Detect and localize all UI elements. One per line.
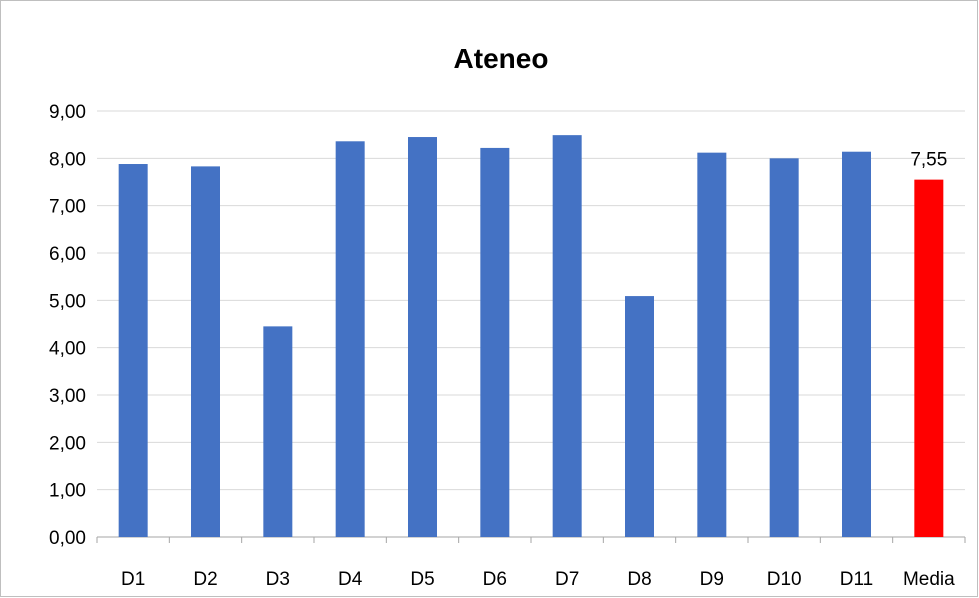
- y-tick-label: 6,00: [49, 244, 86, 265]
- x-tick-label: D1: [121, 569, 145, 590]
- gridlines: [97, 110, 965, 538]
- y-axis-ticks: 0,00 1,00 2,00 3,00 4,00 5,00 6,00 7,00 8,00 9,00: [49, 102, 86, 549]
- x-tick-label: D6: [483, 569, 507, 590]
- bar-d11: [842, 151, 871, 537]
- y-tick-label: 1,00: [49, 481, 86, 502]
- x-tick-label: Media: [903, 569, 955, 590]
- bar-media: [914, 179, 944, 537]
- chart-title: Ateneo: [454, 43, 549, 74]
- x-tick-label: D3: [266, 569, 290, 590]
- bar-d6: [480, 147, 510, 538]
- bar-d5: [408, 137, 437, 538]
- y-tick-label: 4,00: [49, 339, 86, 360]
- bar-d9: [697, 152, 727, 538]
- y-tick-label: 9,00: [49, 102, 86, 123]
- bar-d4: [335, 141, 365, 537]
- bar-d8: [625, 296, 654, 537]
- bars: [118, 135, 944, 538]
- bar-d7: [552, 135, 582, 537]
- x-tick-label: D8: [627, 569, 651, 590]
- data-labels: 7,55: [910, 150, 947, 171]
- data-label: 7,55: [910, 150, 947, 171]
- bar-d3: [263, 326, 293, 537]
- y-tick-label: 5,00: [49, 291, 86, 312]
- y-tick-label: 0,00: [49, 528, 86, 549]
- bar-d2: [191, 166, 220, 537]
- x-tick-label: D11: [840, 569, 873, 590]
- x-tick-label: D10: [767, 569, 802, 590]
- x-axis-ticks: D1 D2 D3 D4 D5 D6 D7 D8 D9 D10 D11 Media: [96, 537, 966, 590]
- x-tick-label: D2: [193, 569, 217, 590]
- x-tick-label: D7: [555, 569, 579, 590]
- y-tick-label: 7,00: [49, 197, 86, 218]
- y-tick-label: 8,00: [49, 149, 86, 170]
- bar-d1: [118, 164, 148, 537]
- y-tick-label: 2,00: [49, 433, 86, 454]
- x-tick-label: D9: [700, 569, 724, 590]
- x-tick-label: D4: [338, 569, 363, 590]
- bar-d10: [769, 158, 799, 538]
- x-tick-label: D5: [410, 569, 434, 590]
- y-tick-label: 3,00: [49, 386, 86, 407]
